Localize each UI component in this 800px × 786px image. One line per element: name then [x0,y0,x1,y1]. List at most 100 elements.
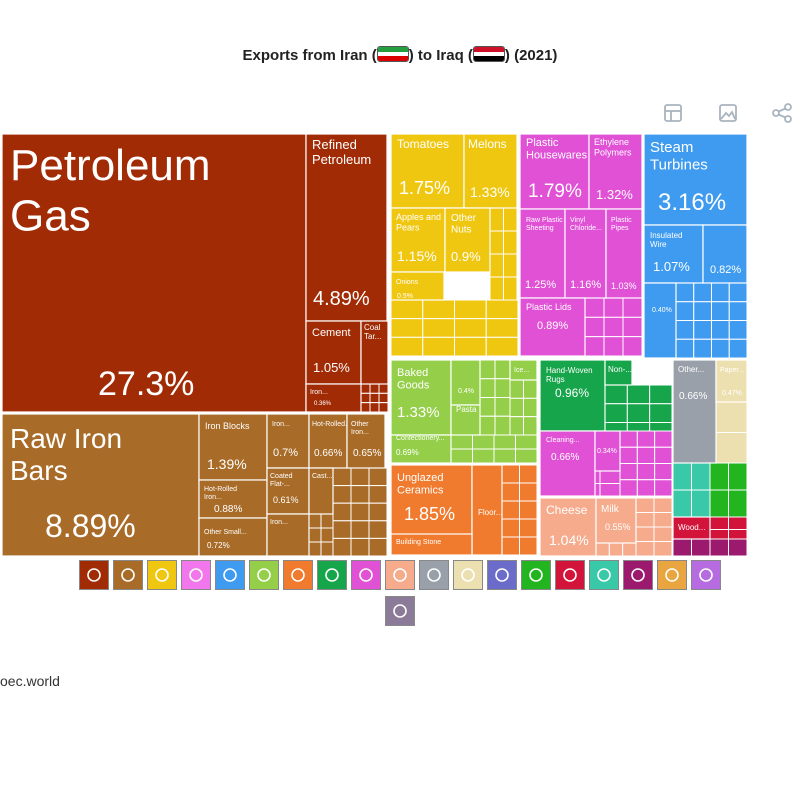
treemap-minor-tile[interactable] [675,320,695,340]
treemap-minor-tile[interactable] [622,316,643,338]
treemap-minor-tile[interactable] [728,282,748,303]
treemap-minor-tile[interactable] [332,467,352,487]
treemap-minor-tile[interactable] [693,320,712,340]
treemap-minor-tile[interactable] [368,485,388,504]
treemap-minor-tile[interactable] [390,299,424,320]
treemap-minor-tile[interactable] [599,483,621,497]
treemap-minor-tile[interactable] [608,542,624,557]
treemap-tile[interactable] [390,434,452,464]
treemap-minor-tile[interactable] [675,301,695,321]
treemap-tile[interactable] [702,224,748,284]
treemap-tile[interactable] [672,359,717,464]
treemap-minor-tile[interactable] [494,359,511,380]
treemap-minor-tile[interactable] [479,378,496,398]
treemap-minor-tile[interactable] [308,513,322,529]
treemap-tile[interactable] [390,533,473,556]
treemap-minor-tile[interactable] [494,397,511,417]
treemap-minor-tile[interactable] [350,537,370,557]
treemap-minor-tile[interactable] [501,518,520,538]
treemap-minor-tile[interactable] [635,526,655,542]
animal-icon[interactable] [385,560,415,590]
treemap-minor-tile[interactable] [332,485,352,504]
treemap-minor-tile[interactable] [584,297,605,318]
treemap-minor-tile[interactable] [653,541,673,557]
treemap-minor-tile[interactable] [595,542,610,557]
treemap-minor-tile[interactable] [454,336,487,357]
treemap-minor-tile[interactable] [603,297,624,318]
treemap-minor-tile[interactable] [332,537,352,557]
treemap-minor-tile[interactable] [654,479,673,497]
treemap-minor-tile[interactable] [672,489,692,518]
treemap-tile[interactable] [450,359,481,406]
treemap-minor-tile[interactable] [368,502,388,522]
treemap-minor-tile[interactable] [711,301,730,321]
treemap-minor-tile[interactable] [693,282,712,303]
treemap-minor-tile[interactable] [711,282,730,303]
treemap-minor-tile[interactable] [320,513,334,529]
treemap-tile[interactable] [539,359,606,432]
treemap-tile[interactable] [715,359,748,403]
treemap-minor-tile[interactable] [728,489,748,518]
treemap-minor-tile[interactable] [649,403,673,423]
treemap-minor-tile[interactable] [422,299,455,320]
treemap-minor-tile[interactable] [308,541,322,557]
treemap-tile[interactable] [360,320,389,385]
treemap-minor-tile[interactable] [503,276,518,301]
treemap-minor-tile[interactable] [369,402,380,413]
treemap-minor-tile[interactable] [523,397,538,418]
treemap-minor-tile[interactable] [515,448,538,464]
treemap-minor-tile[interactable] [584,336,605,357]
treemap-minor-tile[interactable] [519,482,538,502]
treemap-minor-tile[interactable] [519,536,538,556]
treemap-minor-tile[interactable] [350,485,370,504]
treemap-minor-tile[interactable] [523,416,538,436]
treemap-tile[interactable] [444,207,491,273]
treemap-minor-tile[interactable] [693,301,712,321]
treemap-minor-tile[interactable] [653,512,673,528]
treemap-minor-tile[interactable] [378,402,389,413]
treemap-minor-tile[interactable] [485,299,519,320]
treemap-minor-tile[interactable] [369,383,380,394]
treemap-minor-tile[interactable] [636,446,656,464]
treemap-minor-tile[interactable] [485,318,519,338]
treemap-tile[interactable] [198,413,268,481]
treemap-minor-tile[interactable] [693,338,712,359]
treemap-minor-tile[interactable] [584,316,605,338]
treemap-minor-tile[interactable] [622,297,643,318]
wheat-icon[interactable] [249,560,279,590]
treemap-minor-tile[interactable] [503,253,518,278]
treemap-minor-tile[interactable] [675,338,695,359]
treemap-minor-tile[interactable] [515,434,538,450]
treemap-minor-tile[interactable] [390,336,424,357]
treemap-minor-tile[interactable] [489,207,504,232]
treemap-minor-tile[interactable] [603,336,624,357]
treemap-minor-tile[interactable] [360,383,371,394]
treemap-minor-tile[interactable] [653,526,673,542]
treemap-minor-tile[interactable] [479,415,496,436]
treemap-minor-tile[interactable] [728,338,748,359]
table-icon[interactable] [662,102,684,124]
treemap-minor-tile[interactable] [493,434,516,450]
treemap-minor-tile[interactable] [619,446,638,464]
treemap-tile[interactable] [308,413,348,469]
treemap-minor-tile[interactable] [728,301,748,321]
treemap-minor-tile[interactable] [368,537,388,557]
treemap-minor-tile[interactable] [636,463,656,481]
flask-icon[interactable] [351,560,381,590]
treemap-minor-tile[interactable] [503,207,518,232]
treemap-tile[interactable] [672,516,711,540]
treemap-minor-tile[interactable] [636,430,656,448]
treemap-minor-tile[interactable] [454,318,487,338]
treemap-tile[interactable] [594,430,621,472]
treemap-tile[interactable] [519,297,586,357]
treemap-minor-tile[interactable] [649,384,673,405]
treemap-minor-tile[interactable] [711,320,730,340]
shoe-icon[interactable] [521,560,551,590]
fruit-icon[interactable] [147,560,177,590]
treemap-minor-tile[interactable] [603,316,624,338]
treemap-minor-tile[interactable] [728,462,748,491]
treemap-tile[interactable] [266,513,310,557]
gem-icon[interactable] [691,560,721,590]
treemap-minor-tile[interactable] [728,516,748,530]
treemap-minor-tile[interactable] [350,520,370,539]
